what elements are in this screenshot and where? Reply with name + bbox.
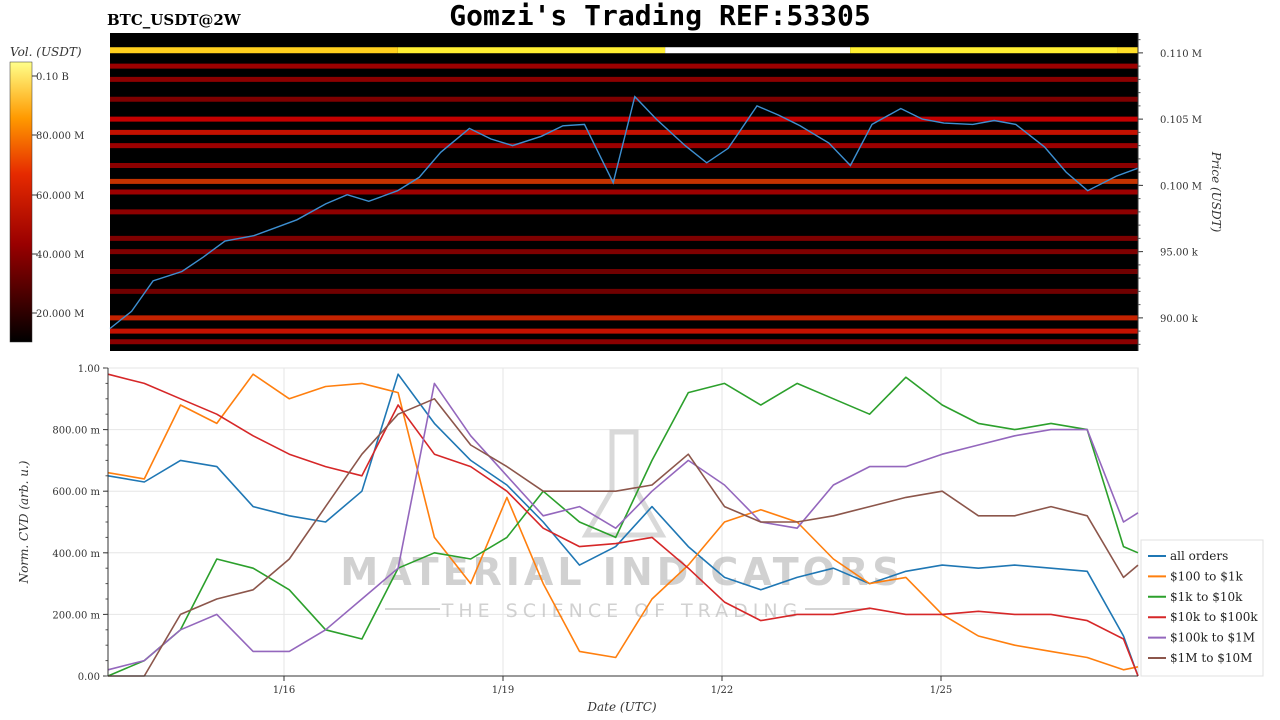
- watermark-title: MATERIAL INDICATORS: [340, 550, 903, 594]
- heatmap-band: [110, 209, 1138, 215]
- chart-title: Gomzi's Trading REF:53305: [449, 0, 870, 32]
- heatmap-band: [110, 269, 1138, 274]
- colorbar-tick-label: 60.000 M: [36, 191, 84, 202]
- price-tick-label: 95.00 k: [1160, 248, 1199, 259]
- heatmap-band: [110, 129, 1138, 135]
- colorbar-ticks: 0.10 B 80.000 M 60.000 M 40.000 M 20.000 M: [32, 72, 84, 320]
- watermark-subtitle: THE SCIENCE OF TRADING: [441, 600, 803, 622]
- x-tick-label: 1/25: [930, 685, 952, 696]
- heatmap-band: [110, 63, 1138, 69]
- x-tick-label: 1/19: [492, 685, 514, 696]
- cvd-y-axis-label: Norm. CVD (arb. u.): [17, 460, 31, 584]
- heatmap-band: [110, 163, 1138, 168]
- watermark: MATERIAL INDICATORS THE SCIENCE OF TRADI…: [340, 429, 903, 622]
- y-tick-label: 800.00 m: [52, 426, 100, 437]
- heatmap-band: [1117, 47, 1138, 54]
- heatmap-band: [397, 47, 666, 54]
- colorbar-tick-label: 0.10 B: [36, 72, 69, 83]
- legend-label: $1M to $10M: [1170, 651, 1252, 665]
- legend-label: $100 to $1k: [1170, 569, 1243, 583]
- cvd-line--1k-to-10k: [107, 376, 1139, 677]
- legend-label: $10k to $100k: [1170, 610, 1258, 624]
- colorbar-tick-label: 20.000 M: [36, 309, 84, 320]
- price-tick-label: 0.110 M: [1160, 49, 1202, 60]
- flask-icon: [581, 429, 667, 538]
- legend-label: $100k to $1M: [1170, 631, 1255, 645]
- price-line: [109, 95, 1139, 330]
- colorbar: [9, 61, 33, 343]
- heatmap-band: [665, 47, 851, 54]
- heatmap-band: [850, 47, 1118, 54]
- legend: all orders $100 to $1k $1k to $10k $10k to …: [1140, 539, 1264, 677]
- price-axis: 0.110 M 0.105 M 0.100 M 95.00 k 90.00 k: [1137, 33, 1202, 351]
- cvd-series: [107, 373, 1139, 677]
- colorbar-tick-label: 80.000 M: [36, 131, 84, 142]
- heatmap-band: [110, 96, 1138, 102]
- y-tick-label: 200.00 m: [52, 610, 100, 621]
- price-tick-label: 0.105 M: [1160, 115, 1202, 126]
- heatmap-band: [110, 178, 1138, 184]
- heatmap-band: [110, 235, 1138, 241]
- legend-label: $1k to $10k: [1170, 590, 1243, 604]
- price-axis-label: Price (USDT): [1209, 151, 1223, 233]
- y-tick-label: 400.00 m: [52, 549, 100, 560]
- y-tick-label: 1.00: [78, 364, 100, 375]
- heatmap-band: [110, 189, 1138, 195]
- heatmap-band: [110, 249, 1138, 255]
- colorbar-tick-label: 40.000 M: [36, 250, 84, 261]
- heatmap-band: [110, 116, 1138, 122]
- heatmap-band: [110, 315, 1138, 321]
- heatmap-band: [110, 339, 1138, 345]
- cvd-line-all-orders: [107, 373, 1139, 677]
- cvd-x-axis: 1/16 1/19 1/22 1/25: [108, 675, 1138, 696]
- cvd-line--10k-to-100k: [107, 373, 1139, 677]
- price-tick-label: 0.100 M: [1160, 181, 1202, 192]
- y-tick-label: 0.00: [78, 672, 100, 683]
- heatmap-band: [110, 288, 1138, 294]
- pair-label: BTC_USDT@2W: [107, 11, 242, 29]
- y-tick-label: 600.00 m: [52, 487, 100, 498]
- cvd-y-axis: 1.00 800.00 m 600.00 m 400.00 m 200.00 m 0.00: [52, 364, 109, 683]
- price-tick-label: 90.00 k: [1160, 314, 1199, 325]
- legend-label: all orders: [1170, 549, 1228, 563]
- colorbar-label: Vol. (USDT): [10, 45, 82, 59]
- cvd-panel: MATERIAL INDICATORS THE SCIENCE OF TRADI…: [17, 364, 1139, 714]
- heatmap-panel: 0.110 M 0.105 M 0.100 M 95.00 k 90.00 k Pric…: [109, 33, 1223, 351]
- heatmap-band: [110, 76, 1138, 82]
- cvd-line--100k-to-1m: [107, 382, 1139, 671]
- cvd-line--1m-to-10m: [108, 398, 1139, 677]
- legend-box: [1140, 539, 1264, 677]
- heatmap-band: [110, 47, 398, 54]
- heatmap-band: [110, 328, 1138, 334]
- heatmap-band: [110, 143, 1138, 149]
- liquidity-bands: [110, 47, 1138, 345]
- cvd-x-axis-label: Date (UTC): [586, 700, 656, 714]
- cvd-line--100-to-1k: [107, 373, 1139, 671]
- x-tick-label: 1/22: [711, 685, 733, 696]
- x-tick-label: 1/16: [273, 685, 295, 696]
